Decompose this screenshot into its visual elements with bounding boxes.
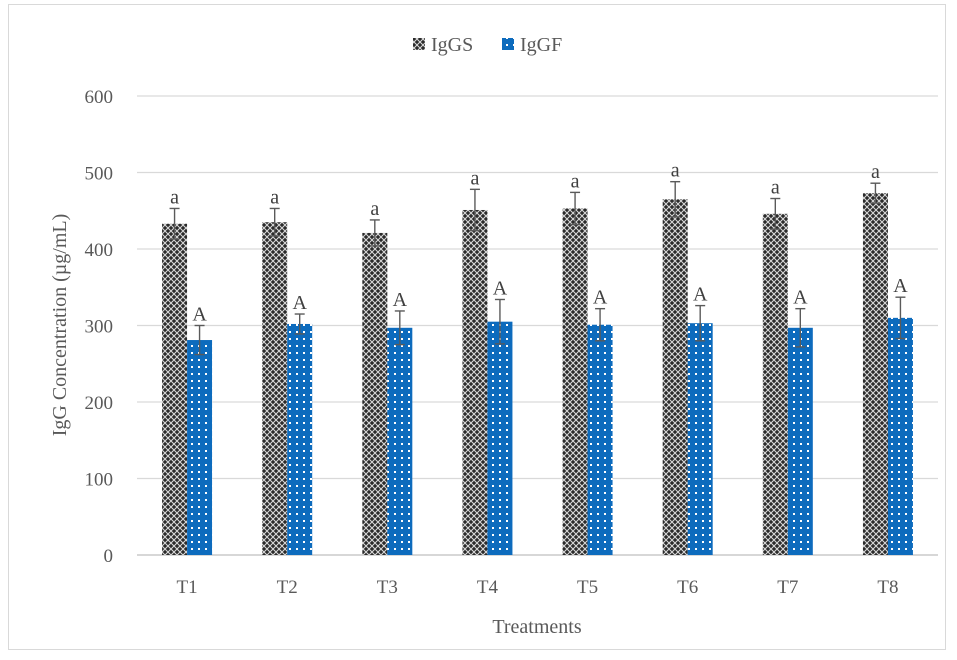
significance-label-iggf: A <box>393 289 408 311</box>
legend-label-iggs: IgGS <box>431 34 473 56</box>
bar-iggs-t5 <box>562 208 588 555</box>
x-tick-label: T5 <box>577 577 598 598</box>
significance-label-iggf: A <box>292 292 307 314</box>
bar-iggs-t7 <box>762 213 788 555</box>
significance-label-iggf: A <box>793 287 808 309</box>
legend-label-iggf: IgGF <box>520 34 562 56</box>
y-tick-label: 400 <box>85 240 114 261</box>
x-tick-label: T1 <box>177 577 198 598</box>
gridlines <box>137 95 938 556</box>
bar-iggf-t5 <box>587 324 613 555</box>
significance-label-iggs: a <box>470 167 479 189</box>
significance-label-iggs: a <box>771 177 780 199</box>
significance-label-iggf: A <box>493 277 508 299</box>
significance-label-iggs: a <box>370 198 379 220</box>
bar-iggf-t6 <box>687 323 713 555</box>
y-tick-label: 300 <box>85 317 114 338</box>
y-tick-label: 0 <box>104 546 114 567</box>
legend-swatch-iggf <box>502 38 514 50</box>
x-tick-label: T7 <box>777 577 798 598</box>
y-tick-label: 500 <box>85 164 114 185</box>
significance-label-iggf: A <box>893 275 908 297</box>
bar-iggs-t1 <box>162 223 188 555</box>
bar-iggs-t2 <box>262 222 288 555</box>
bar-iggs-t6 <box>662 199 688 555</box>
y-tick-labels: 0 100 200 300 400 500 600 <box>85 87 114 567</box>
bar-iggf-t2 <box>287 323 313 555</box>
significance-label-iggs: a <box>170 186 179 208</box>
bar-iggs-t8 <box>862 193 888 555</box>
significance-label-iggf: A <box>593 287 608 309</box>
bar-iggf-t3 <box>387 327 413 555</box>
bar-iggf-t7 <box>787 327 813 555</box>
x-tick-label: T8 <box>877 577 898 598</box>
bar-iggs-t3 <box>362 232 388 555</box>
y-axis-label: IgG Concentration (µg/mL) <box>49 214 71 437</box>
bars: a Aa Aa Aa Aa Aa Aa Aa A <box>162 160 913 556</box>
y-tick-label: 100 <box>85 470 114 491</box>
x-tick-label: T4 <box>477 577 499 598</box>
x-axis-label: Treatments <box>492 616 581 638</box>
significance-label-iggs: a <box>270 186 279 208</box>
legend: IgGS IgGF <box>413 34 562 56</box>
significance-label-iggs: a <box>871 161 880 183</box>
bar-iggf-t8 <box>887 317 913 555</box>
y-tick-label: 200 <box>85 393 114 414</box>
bar-iggf-t4 <box>487 321 513 555</box>
significance-label-iggs: a <box>571 170 580 192</box>
x-tick-label: T2 <box>277 577 298 598</box>
y-tick-label: 600 <box>85 87 114 108</box>
bar-iggs-t4 <box>462 209 488 556</box>
significance-label-iggs: a <box>671 160 680 182</box>
x-tick-label: T6 <box>677 577 698 598</box>
x-tick-label: T3 <box>377 577 398 598</box>
bar-iggf-t1 <box>187 340 213 555</box>
legend-swatch-iggs <box>413 38 425 50</box>
significance-label-iggf: A <box>192 304 207 326</box>
significance-label-iggf: A <box>693 284 708 306</box>
x-tick-labels: T1 T2 T3 T4 T5 T6 T7 T8 <box>177 577 899 598</box>
